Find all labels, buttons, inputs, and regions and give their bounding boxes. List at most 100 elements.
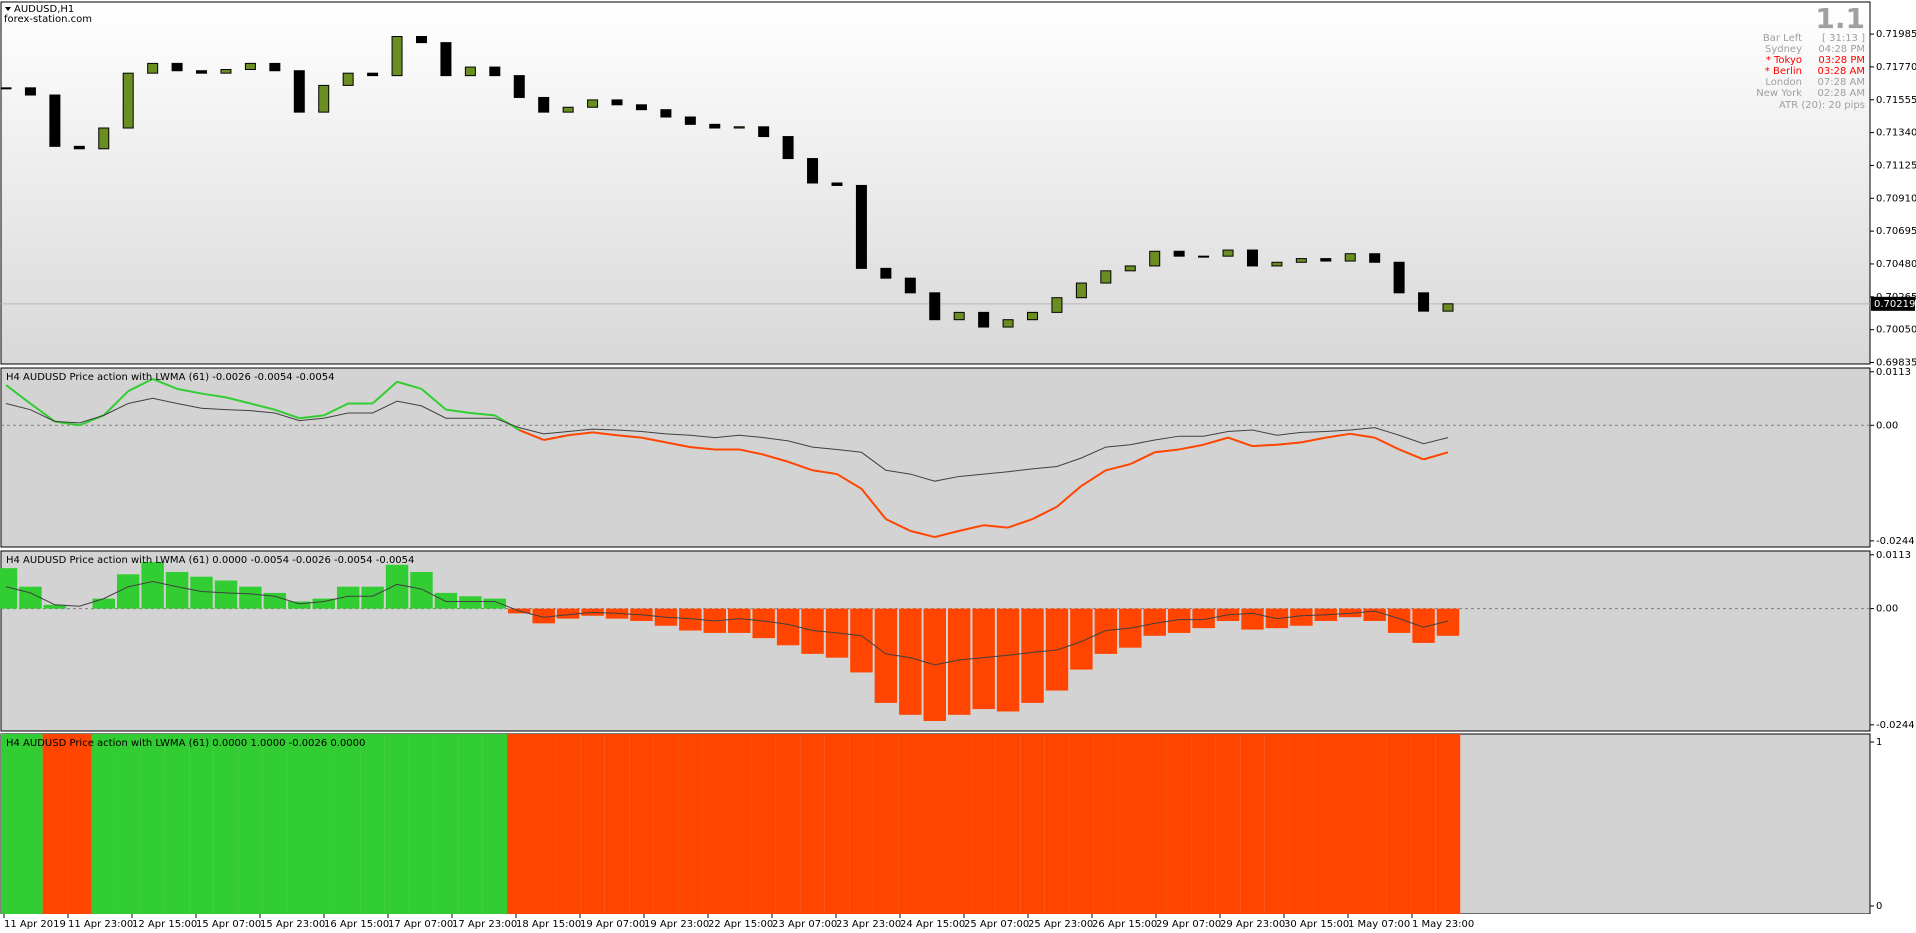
x-tick-label: 17 Apr 23:00 <box>452 919 517 930</box>
histogram-bar <box>19 586 42 609</box>
state-bar <box>1289 734 1314 914</box>
candle <box>415 36 427 44</box>
state-bar <box>458 734 483 914</box>
histogram-bar <box>141 561 164 609</box>
histogram-bar <box>410 571 433 609</box>
info-big: 1.1 <box>1815 2 1865 35</box>
y-tick-label: 0.70910 <box>1876 193 1916 204</box>
candle <box>709 123 721 129</box>
candle <box>880 267 892 279</box>
histogram-bar <box>1167 608 1191 633</box>
time-axis-bg <box>0 914 1916 933</box>
histogram-bar <box>1070 608 1093 670</box>
y-tick-label: 0.69835 <box>1876 357 1916 368</box>
candle <box>1393 261 1405 294</box>
state-bar <box>164 734 190 914</box>
line-segment <box>1398 448 1424 461</box>
state-bar <box>287 734 312 914</box>
candle <box>635 104 647 111</box>
candle <box>587 99 599 108</box>
candle <box>1100 270 1112 284</box>
candle <box>513 75 525 98</box>
state-bar <box>1118 734 1143 914</box>
histogram-bar <box>947 608 971 715</box>
histogram-bar <box>385 564 409 609</box>
symbol-label: AUDUSD,H1 <box>14 4 74 15</box>
histogram-bar <box>361 586 384 609</box>
x-tick-label: 24 Apr 15:00 <box>900 919 965 930</box>
state-bar <box>409 734 434 914</box>
candle <box>831 182 843 186</box>
line-segment <box>1276 441 1302 446</box>
line-segment <box>543 434 569 441</box>
price-box-label: 0.70219 <box>1874 299 1915 310</box>
x-tick-label: 19 Apr 23:00 <box>644 919 709 930</box>
histogram-bar <box>532 608 555 624</box>
histogram-bar <box>801 608 824 654</box>
state-bar <box>1435 734 1461 914</box>
state-bar <box>482 734 508 914</box>
y-tick-label: 0.70050 <box>1876 325 1916 336</box>
price-box <box>1871 296 1915 311</box>
info-label: London <box>1765 77 1802 88</box>
line-segment <box>201 392 227 399</box>
histogram-bar <box>116 574 140 609</box>
line-segment <box>1032 505 1058 520</box>
state-bar <box>922 734 947 914</box>
candle <box>147 62 159 74</box>
candle <box>367 72 379 77</box>
candle <box>440 42 452 77</box>
x-tick-label: 26 Apr 15:00 <box>1092 919 1157 930</box>
line-segment <box>323 402 349 417</box>
state-bar <box>1264 734 1290 914</box>
x-tick-label: 23 Apr 07:00 <box>772 919 837 930</box>
state-bar <box>189 734 214 914</box>
state-bar <box>702 734 727 914</box>
histogram-bar <box>1387 608 1411 633</box>
histogram-bar <box>850 608 873 673</box>
line-segment <box>1374 436 1400 451</box>
candle <box>1124 265 1136 272</box>
histogram-bar <box>214 580 238 609</box>
state-bar <box>18 734 43 914</box>
state-bar <box>384 734 410 914</box>
line-segment <box>958 524 984 532</box>
candle <box>855 184 867 269</box>
candle <box>1222 249 1234 257</box>
line-segment <box>1301 436 1326 444</box>
panels: 0.70219 0.71985 0.71770 0.71555 0.71340 0.711… <box>0 1 1916 915</box>
info-label: * Tokyo <box>1766 55 1802 66</box>
line-segment <box>1129 451 1156 466</box>
candle <box>1051 297 1063 313</box>
state-bar <box>898 734 923 914</box>
candle <box>0 87 12 90</box>
x-tick-label: 19 Apr 07:00 <box>580 919 645 930</box>
candle <box>1442 303 1454 312</box>
state-bar <box>1093 734 1119 914</box>
state-bar <box>507 734 532 914</box>
menu-triangle[interactable] <box>5 7 11 11</box>
y-tick-label: 0 <box>1876 901 1882 912</box>
histogram-bar <box>1143 608 1166 636</box>
x-tick-label: 29 Apr 07:00 <box>1156 919 1221 930</box>
candle <box>807 158 819 184</box>
y-tick-label: 1 <box>1876 737 1882 748</box>
y-tick-label: 0.71340 <box>1876 128 1916 139</box>
indicator-title: H4 AUDUSD Price action with LWMA (61) -0… <box>6 372 334 383</box>
candle <box>196 70 208 74</box>
x-tick-label: 16 Apr 15:00 <box>324 919 389 930</box>
state-bar <box>873 734 899 914</box>
x-tick-label: 17 Apr 07:00 <box>388 919 453 930</box>
histogram-bar <box>776 608 800 646</box>
histogram-bar <box>899 608 922 715</box>
histogram-bar <box>556 608 580 619</box>
histogram-bar <box>43 604 67 609</box>
state-bar <box>1191 734 1216 914</box>
x-tick-label: 15 Apr 07:00 <box>196 919 261 930</box>
state-bar <box>213 734 239 914</box>
state-bar <box>433 734 459 914</box>
state-bar <box>140 734 165 914</box>
state-bar <box>555 734 581 914</box>
line-segment <box>860 488 887 520</box>
candle <box>904 277 916 294</box>
